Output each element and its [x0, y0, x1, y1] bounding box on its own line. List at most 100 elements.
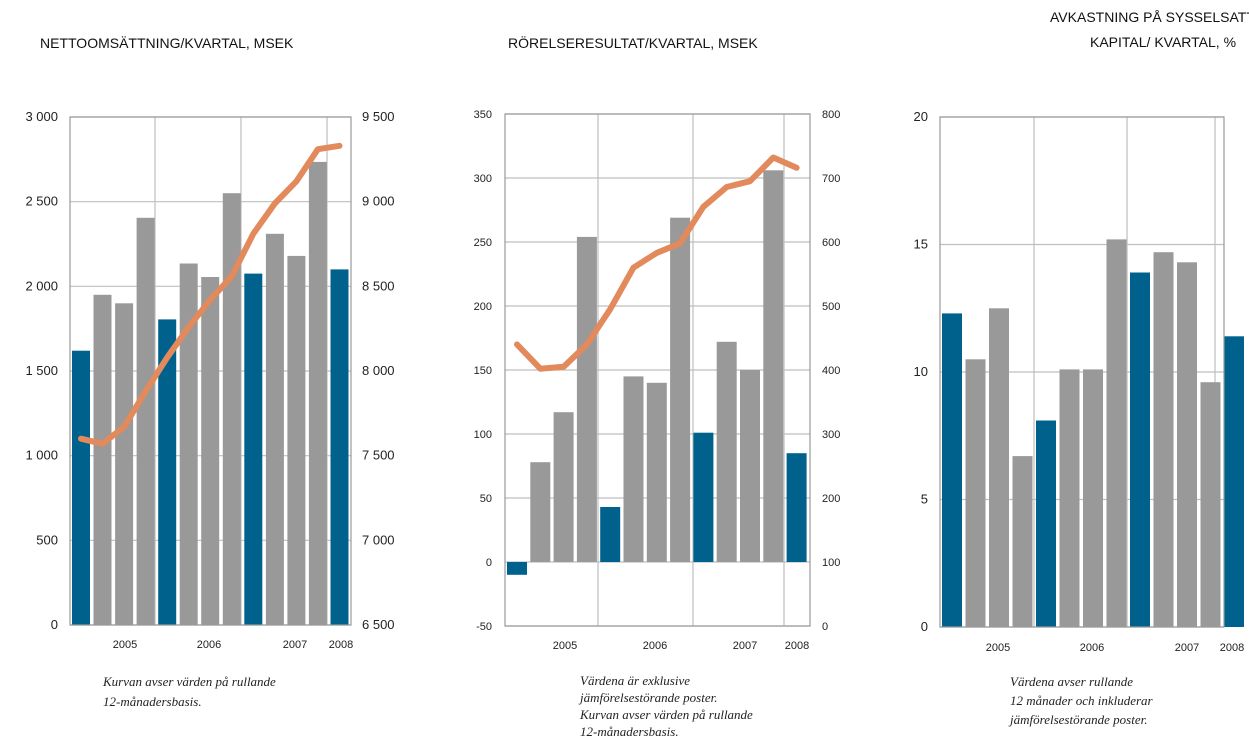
chart2-right-tick-label: 300 [822, 429, 840, 441]
chart2-note: Kurvan avser värden på rullande [579, 707, 753, 722]
chart1-left-tick-label: 1 500 [25, 363, 58, 378]
chart2-right-tick-label: 800 [822, 109, 840, 121]
chart2-series-line [514, 154, 800, 372]
chart3-bar [1059, 369, 1080, 627]
chart2-bar [716, 341, 737, 562]
chart1-bar [308, 161, 327, 625]
chart2-bar [576, 236, 597, 562]
chart1-right-tick-label: 9 000 [362, 194, 395, 209]
chart1-left-tick-label: 3 000 [25, 109, 58, 124]
chart2-bar [786, 453, 807, 562]
chart3-plot-frame [939, 116, 1225, 628]
chart3-left-tick-label: 20 [914, 109, 928, 124]
chart3-x-tick-label: 2006 [1080, 642, 1104, 654]
chart2-note: jämförelsestörande poster. [578, 690, 717, 705]
chart2-x-tick-label: 2005 [553, 640, 577, 652]
chart2-left-tick-label: 200 [474, 301, 492, 313]
chart3-bar [942, 313, 962, 627]
chart3-bar [1083, 369, 1103, 627]
chart2-bar [740, 370, 760, 562]
chart2-note: 12-månadersbasis. [580, 724, 679, 739]
chart3-bar [1177, 262, 1197, 627]
chart2-right-tick-label: 600 [822, 237, 840, 249]
chart1-left-tick-label: 0 [51, 617, 58, 632]
chart2-right-tick-label: 200 [822, 493, 840, 505]
chart2-left-tick-label: 150 [474, 365, 492, 377]
chart3-bar [1153, 252, 1174, 627]
chart2-bar [553, 412, 574, 562]
chart3-bar [1036, 420, 1056, 627]
chart3-bar [1130, 272, 1150, 627]
chart2-note: Värdena är exklusive [580, 673, 690, 688]
chart3-left-tick-label: 15 [914, 237, 928, 252]
chart2-bar [670, 217, 691, 562]
chart1-bar [158, 319, 177, 625]
chart1-bar [201, 277, 220, 625]
chart1-right-tick-label: 6 500 [362, 617, 395, 632]
chart3-x-tick-label: 2008 [1220, 642, 1244, 654]
chart2-x-tick-label: 2007 [733, 640, 757, 652]
chart1-bar [72, 350, 90, 625]
chart1-plot-frame [69, 116, 352, 626]
chart1-right-tick-label: 7 000 [362, 532, 395, 547]
chart1-x-tick-label: 2007 [283, 639, 307, 651]
chart1-bar [115, 303, 134, 625]
chart1-bar [287, 255, 306, 625]
chart1-bar [330, 269, 349, 625]
chart1-series-line [78, 142, 343, 447]
chart2-left-tick-label: -50 [476, 621, 492, 633]
chart3-x-tick-label: 2005 [986, 642, 1010, 654]
chart3-note: 12 månader och inkluderar [1010, 693, 1154, 708]
chart1-left-tick-label: 2 000 [25, 278, 58, 293]
chart1-bar [265, 233, 284, 626]
chart2-left-tick-label: 300 [474, 173, 492, 185]
chart3-x-tick-label: 2007 [1175, 642, 1199, 654]
chart1-right-tick-label: 7 500 [362, 448, 395, 463]
chart3-left-tick-label: 5 [921, 492, 928, 507]
chart2-x-tick-label: 2008 [785, 640, 809, 652]
chart3-bar [1224, 336, 1244, 627]
chart1-bar [93, 294, 112, 625]
chart2-right-tick-label: 400 [822, 365, 840, 377]
chart3-title: AVKASTNING PÅ SYSSELSATT [1050, 9, 1249, 25]
chart3-bar [989, 308, 1009, 628]
chart2-left-tick-label: 250 [474, 237, 492, 249]
chart1-x-tick-label: 2006 [197, 639, 221, 651]
chart3-bar [1200, 382, 1221, 627]
chart1-x-tick-label: 2008 [329, 639, 353, 651]
chart1-bar [136, 217, 155, 626]
chart3-left-tick-label: 0 [921, 619, 928, 634]
chart1-left-tick-label: 500 [36, 532, 58, 547]
chart1-note: 12-månadersbasis. [103, 694, 202, 709]
chart3-bar [965, 359, 986, 628]
chart1-title: NETTOOMSÄTTNING/KVARTAL, MSEK [40, 35, 294, 51]
chart2-bar [763, 170, 784, 563]
chart2-right-tick-label: 100 [822, 557, 840, 569]
chart2-bar [646, 382, 667, 562]
chart2-left-tick-label: 0 [486, 557, 492, 569]
chart2-right-tick-label: 0 [822, 621, 828, 633]
chart1-right-tick-label: 9 500 [362, 109, 395, 124]
chart1-right-tick-label: 8 000 [362, 363, 395, 378]
chart1-note: Kurvan avser värden på rullande [102, 674, 276, 689]
chart3-bar [1012, 456, 1033, 627]
chart2-bar [693, 432, 714, 562]
chart3-note: jämförelsestörande poster. [1008, 712, 1147, 727]
chart1-x-tick-label: 2005 [113, 639, 137, 651]
chart2-title: RÖRELSERESULTAT/KVARTAL, MSEK [508, 34, 758, 51]
chart3-title: KAPITAL/ KVARTAL, % [1090, 34, 1236, 50]
chart1-bar [179, 263, 198, 625]
chart2-bar [600, 507, 621, 562]
chart1-left-tick-label: 1 000 [25, 448, 58, 463]
chart3-bar [1106, 239, 1127, 627]
chart3-left-tick-label: 10 [914, 364, 928, 379]
chart1-bar [244, 273, 263, 625]
chart2-left-tick-label: 350 [474, 109, 492, 121]
chart3-note: Värdena avser rullande [1010, 674, 1133, 689]
chart2-right-tick-label: 500 [822, 301, 840, 313]
chart2-bar [530, 462, 551, 562]
chart1-bar [222, 193, 241, 625]
chart2-left-tick-label: 50 [480, 493, 492, 505]
chart2-bar [623, 376, 644, 562]
